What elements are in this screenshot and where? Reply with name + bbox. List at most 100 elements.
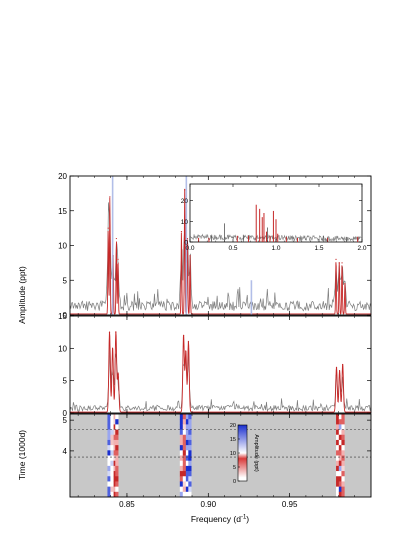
heatmap-cell xyxy=(341,429,345,436)
heatmap-cell xyxy=(338,445,343,451)
model-peak-point xyxy=(185,350,187,353)
heatmap-cell xyxy=(107,481,111,487)
heatmap-cell xyxy=(338,429,343,436)
heatmap-cell xyxy=(179,424,184,430)
heatmap-cell xyxy=(188,491,192,497)
heatmap-cell xyxy=(336,439,340,446)
heatmap-cell xyxy=(115,476,119,482)
heatmap-cell xyxy=(115,414,119,420)
inset-y-tick-label: 20 xyxy=(181,198,189,205)
heatmap-cell xyxy=(182,419,186,425)
heatmap-cell xyxy=(188,429,192,436)
heatmap-cell xyxy=(182,455,186,461)
heatmap-cell xyxy=(110,486,114,493)
heatmap-cell xyxy=(110,481,114,487)
heatmap-cell xyxy=(341,439,345,446)
heatmap-cell xyxy=(338,491,343,497)
heatmap-cell xyxy=(185,481,190,487)
x-tick-label: 0.85 xyxy=(119,500,135,509)
heatmap-cell xyxy=(113,455,117,461)
heatmap-cell xyxy=(185,419,190,425)
heatmap-cell xyxy=(185,465,190,472)
heatmap-cell xyxy=(107,465,111,472)
heatmap-cell xyxy=(110,439,114,446)
heatmap-cell xyxy=(107,460,111,467)
model-spectrum-line xyxy=(70,188,371,315)
observed-spectrum-line xyxy=(70,346,371,413)
heatmap-cell xyxy=(179,471,184,477)
heatmap-cell xyxy=(110,450,114,456)
heatmap-cell xyxy=(338,486,343,493)
heatmap-cell xyxy=(188,434,192,441)
inset-plot: 0.0 0.5 1.0 1.5 2.0 0 10 20 xyxy=(181,183,367,252)
heatmap-cell xyxy=(185,486,190,493)
top-panel-plot xyxy=(70,176,371,315)
inset-x-tick-label: 0.5 xyxy=(228,245,237,252)
heatmap-cell xyxy=(179,445,184,451)
inset-x-tick-label: 1.5 xyxy=(314,245,323,252)
heatmap-cell xyxy=(341,465,345,472)
heatmap-cell xyxy=(113,465,117,472)
heatmap-cell xyxy=(107,434,111,441)
heatmap-cell xyxy=(110,465,114,472)
heatmap-cell xyxy=(182,486,186,493)
heatmap-cell xyxy=(115,471,119,477)
heatmap-cell xyxy=(107,445,111,451)
inset-x-tick-label: 2.0 xyxy=(357,245,366,252)
heatmap-cell xyxy=(107,414,111,420)
heatmap-cell xyxy=(110,429,114,436)
heatmap-cell xyxy=(338,465,343,472)
heatmap-cell xyxy=(188,445,192,451)
model-peak-point xyxy=(341,262,343,264)
y-tick-label: 4 xyxy=(63,447,68,456)
heatmap-cell xyxy=(336,471,340,477)
model-peak-point xyxy=(115,331,117,333)
heatmap-cell xyxy=(110,460,114,467)
y-tick-label: 5 xyxy=(63,416,68,425)
heatmap-cell xyxy=(107,429,111,436)
heatmap-plot xyxy=(70,414,371,497)
heatmap-cell xyxy=(336,434,340,441)
heatmap-cell xyxy=(182,450,186,456)
heatmap-cell xyxy=(338,450,343,456)
heatmap-background xyxy=(70,414,371,497)
heatmap-cell xyxy=(115,460,119,467)
model-peak-point xyxy=(109,196,111,198)
heatmap-cell xyxy=(179,465,184,472)
heatmap-cell xyxy=(188,476,192,482)
heatmap-cell xyxy=(179,491,184,497)
heatmap-cell xyxy=(179,429,184,436)
heatmap-cell xyxy=(338,434,343,441)
x-tick-label: 0.95 xyxy=(282,500,298,509)
middle-panel-frame xyxy=(69,315,372,414)
model-peak-point xyxy=(342,363,344,366)
heatmap-cell xyxy=(336,486,340,493)
heatmap-cell xyxy=(185,434,190,441)
heatmap-cell xyxy=(115,445,119,451)
inset-x-tick-label: 0.0 xyxy=(185,245,194,252)
heatmap-cell xyxy=(188,414,192,420)
inset-x-tick-label: 1.0 xyxy=(271,245,280,252)
heatmap-cell xyxy=(182,414,186,420)
model-peak-point xyxy=(182,334,185,336)
heatmap-cell xyxy=(182,481,186,487)
colorbar: 20 15 10 5 0 xyxy=(230,423,248,485)
heatmap-cell xyxy=(185,414,190,420)
heatmap-cell xyxy=(188,471,192,477)
heatmap-cell xyxy=(115,450,119,456)
heatmap-cell xyxy=(336,419,340,425)
heatmap-cell xyxy=(338,439,343,446)
heatmap-cell xyxy=(110,445,114,451)
heatmap-cell xyxy=(182,424,186,430)
model-peak-point xyxy=(344,283,346,285)
heatmap-cell xyxy=(179,419,184,425)
heatmap-cell xyxy=(188,481,192,487)
heatmap-cell xyxy=(107,486,111,493)
heatmap-cell xyxy=(179,455,184,461)
model-peak-point xyxy=(187,341,190,343)
heatmap-cell xyxy=(338,471,343,477)
heatmap-cell xyxy=(110,476,114,482)
heatmap-cell xyxy=(115,486,119,493)
heatmap-cell xyxy=(188,465,192,472)
